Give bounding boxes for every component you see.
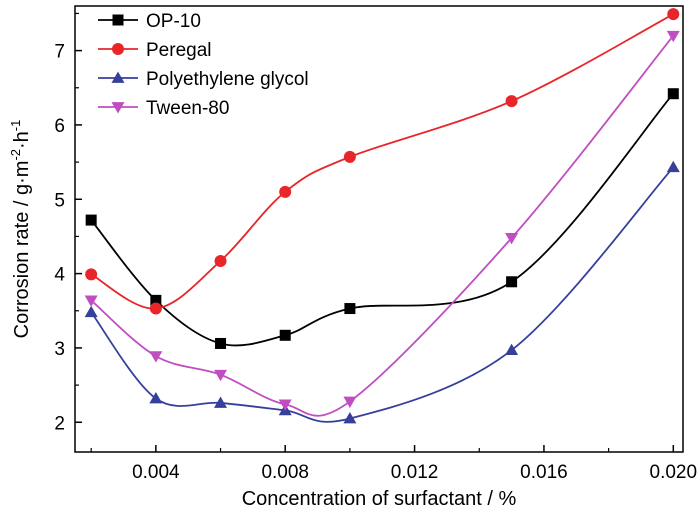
y-axis-title: Corrosion rate / g·m-2·h-1 xyxy=(8,120,33,339)
data-point xyxy=(215,337,227,349)
y-axis-ticks: 2 3 4 5 6 7 xyxy=(54,12,82,434)
y-axis-title-mid: ·h xyxy=(11,131,33,149)
data-point xyxy=(150,294,162,306)
series-line xyxy=(90,13,674,310)
data-point xyxy=(343,396,357,408)
legend-marker xyxy=(111,102,125,114)
legend-label: Peregal xyxy=(146,40,212,61)
y-tick-label: 4 xyxy=(54,265,65,286)
legend-entry: Peregal xyxy=(98,40,212,61)
data-point xyxy=(667,8,680,21)
x-axis-ticks: 0.004 0.008 0.012 0.016 0.020 xyxy=(90,445,698,483)
y-tick-label: 7 xyxy=(54,42,65,63)
y-tick-label: 2 xyxy=(54,413,65,434)
data-point xyxy=(343,412,357,424)
y-axis-title-prefix: Corrosion rate / g·m xyxy=(11,161,33,339)
data-point xyxy=(279,185,292,198)
data-point xyxy=(85,214,97,226)
legend-label: Tween-80 xyxy=(146,98,229,119)
y-axis-title-exp1: -2 xyxy=(8,149,23,161)
x-tick-label: 0.008 xyxy=(261,462,309,483)
data-point xyxy=(85,268,98,281)
data-point xyxy=(149,302,162,315)
legend-marker xyxy=(112,14,124,26)
x-tick-label: 0.012 xyxy=(391,462,439,483)
data-point xyxy=(84,305,98,318)
series-layer xyxy=(84,8,680,424)
series-tween-80 xyxy=(84,30,680,417)
data-point xyxy=(84,295,98,307)
series-op-10 xyxy=(85,88,679,349)
data-point xyxy=(505,343,519,356)
series-peregal xyxy=(85,8,680,315)
x-axis-title: Concentration of surfactant / % xyxy=(242,488,517,510)
x-tick-label: 0.004 xyxy=(132,462,180,483)
series-polyethylene-glycol xyxy=(84,160,680,424)
legend-entry: Tween-80 xyxy=(98,98,229,119)
data-point xyxy=(214,254,227,267)
legend-label: Polyethylene glycol xyxy=(146,69,309,90)
data-point xyxy=(214,369,228,382)
data-point xyxy=(666,30,680,43)
data-point xyxy=(667,88,679,100)
y-tick-label: 3 xyxy=(54,339,65,360)
legend-entry: OP-10 xyxy=(98,11,201,32)
x-tick-label: 0.020 xyxy=(650,462,698,483)
series-line xyxy=(90,93,674,347)
data-point xyxy=(279,329,291,341)
data-point xyxy=(506,276,518,288)
data-point xyxy=(505,233,519,245)
y-axis-title-exp2: -1 xyxy=(8,120,23,132)
x-tick-label: 0.016 xyxy=(520,462,568,483)
series-line xyxy=(90,35,675,417)
data-point xyxy=(278,399,292,411)
data-point xyxy=(666,160,680,173)
data-point xyxy=(505,95,518,108)
data-point xyxy=(214,396,228,408)
legend-marker xyxy=(111,71,125,83)
legend-entry: Polyethylene glycol xyxy=(98,69,309,90)
plot-frame xyxy=(74,5,684,453)
data-point xyxy=(149,391,163,404)
data-point xyxy=(343,150,356,163)
legend-label: OP-10 xyxy=(146,11,201,32)
data-point xyxy=(344,303,356,315)
y-tick-label: 6 xyxy=(54,116,65,137)
data-point xyxy=(149,351,163,363)
legend: OP-10 Peregal Polyethylene glycol Tween-80 xyxy=(98,11,309,119)
y-tick-label: 5 xyxy=(54,190,65,211)
legend-marker xyxy=(112,43,124,55)
